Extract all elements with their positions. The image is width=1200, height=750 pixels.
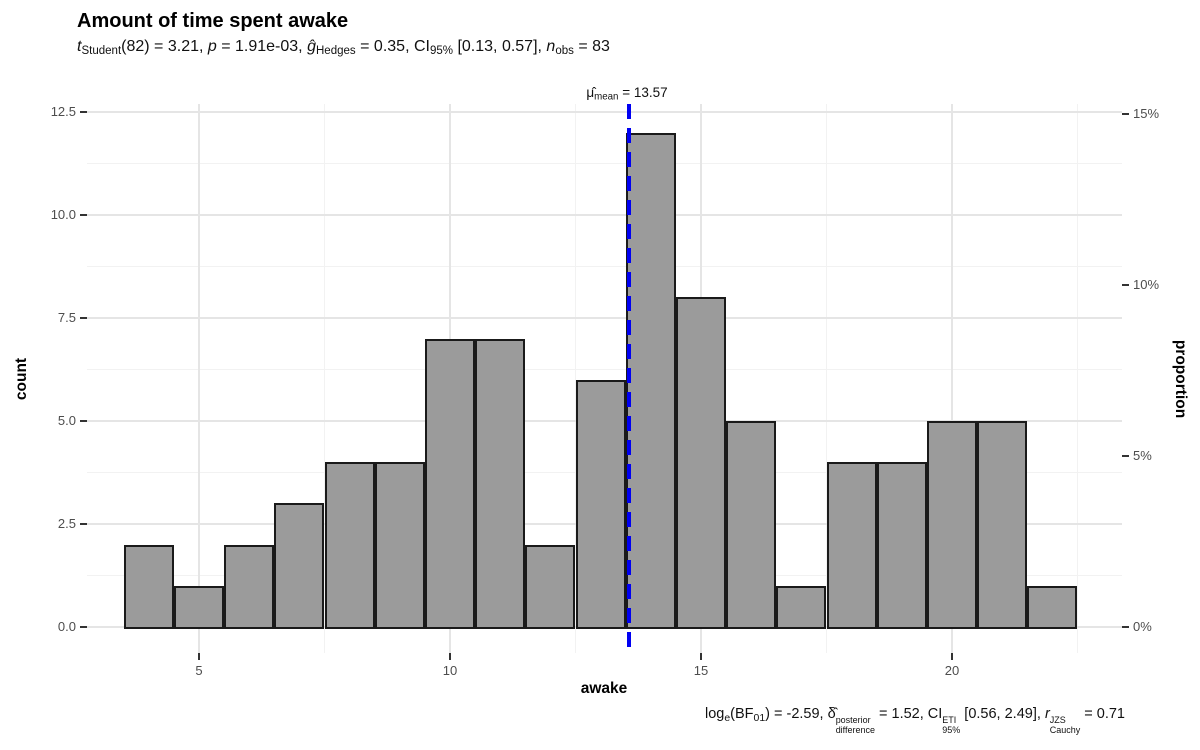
histogram-bar — [224, 544, 275, 629]
y-tick-label-right: 10% — [1133, 277, 1160, 293]
y-tick-label-left: 0.0 — [57, 619, 76, 634]
y-tick-label-right: 5% — [1133, 448, 1152, 464]
histogram-bar — [876, 462, 927, 629]
histogram-bar — [977, 421, 1028, 629]
tick-mark — [1122, 113, 1129, 116]
gridline-minor — [87, 266, 1122, 267]
tick-mark — [198, 653, 200, 660]
tick-mark — [80, 523, 87, 525]
y-tick-label-left: 12.5 — [50, 104, 76, 119]
gridline-minor — [87, 163, 1122, 164]
histogram-bar — [123, 544, 174, 629]
histogram-bar — [424, 338, 476, 629]
tick-mark — [80, 317, 87, 319]
histogram-bar — [525, 544, 576, 629]
tick-mark — [1122, 455, 1129, 458]
histogram-bar — [675, 297, 727, 629]
tick-mark — [80, 111, 87, 113]
y-tick-label-left: 5.0 — [57, 413, 76, 428]
plot-subtitle: tStudent(82) = 3.21, p = 1.91e-03, ĝHedg… — [77, 38, 610, 58]
gridline-major — [87, 317, 1122, 319]
mean-annotation: μ̂mean = 13.57 — [586, 85, 668, 103]
gridline-major — [198, 104, 200, 653]
gridline-minor — [1077, 104, 1078, 653]
y-tick-label-left: 2.5 — [57, 516, 76, 531]
histogram-bar — [475, 338, 526, 629]
x-tick-label: 15 — [693, 663, 709, 678]
x-tick-label: 20 — [944, 663, 960, 678]
x-axis-label: awake — [580, 680, 628, 697]
histogram-bar — [926, 421, 978, 629]
tick-mark — [1122, 626, 1129, 628]
gridline-minor — [575, 104, 576, 653]
x-tick-label: 10 — [442, 663, 458, 678]
histogram-bar — [776, 585, 827, 629]
y-tick-label-left: 7.5 — [57, 310, 76, 325]
histogram-bar — [726, 421, 777, 629]
plot-caption: loge(BF01) = -2.59, δ̂ posterior differenc… — [704, 706, 1125, 735]
tick-mark — [80, 420, 87, 422]
x-tick-label: 5 — [195, 663, 203, 678]
y-tick-label-right: 15% — [1133, 106, 1160, 122]
tick-mark — [1122, 284, 1129, 287]
gridline-major — [87, 214, 1122, 216]
gridline-minor — [324, 104, 325, 653]
histogram-bar — [374, 462, 425, 629]
histogram-bar — [826, 462, 877, 629]
gridline-major — [87, 111, 1122, 113]
histogram-bar — [575, 379, 626, 629]
tick-mark — [449, 653, 451, 660]
y-tick-label-left: 10.0 — [50, 207, 76, 222]
gridline-minor — [87, 369, 1122, 370]
histogram-bar — [274, 503, 325, 629]
histogram-bar — [324, 462, 375, 629]
tick-mark — [80, 214, 87, 216]
histogram-bar — [173, 585, 225, 629]
gridline-minor — [826, 104, 827, 653]
histogram-bar — [625, 132, 676, 629]
gridline-major — [951, 104, 953, 653]
tick-mark — [700, 653, 702, 660]
tick-mark — [951, 653, 953, 660]
y-axis-label-left: count — [13, 357, 30, 401]
panel — [87, 104, 1122, 653]
tick-mark — [80, 626, 87, 628]
y-tick-label-right: 0% — [1133, 619, 1152, 634]
histogram-bar — [1027, 585, 1078, 629]
y-axis-label-right: proportion — [1172, 339, 1189, 419]
plot-title: Amount of time spent awake — [77, 10, 349, 32]
mean-dashed-line — [627, 104, 632, 653]
